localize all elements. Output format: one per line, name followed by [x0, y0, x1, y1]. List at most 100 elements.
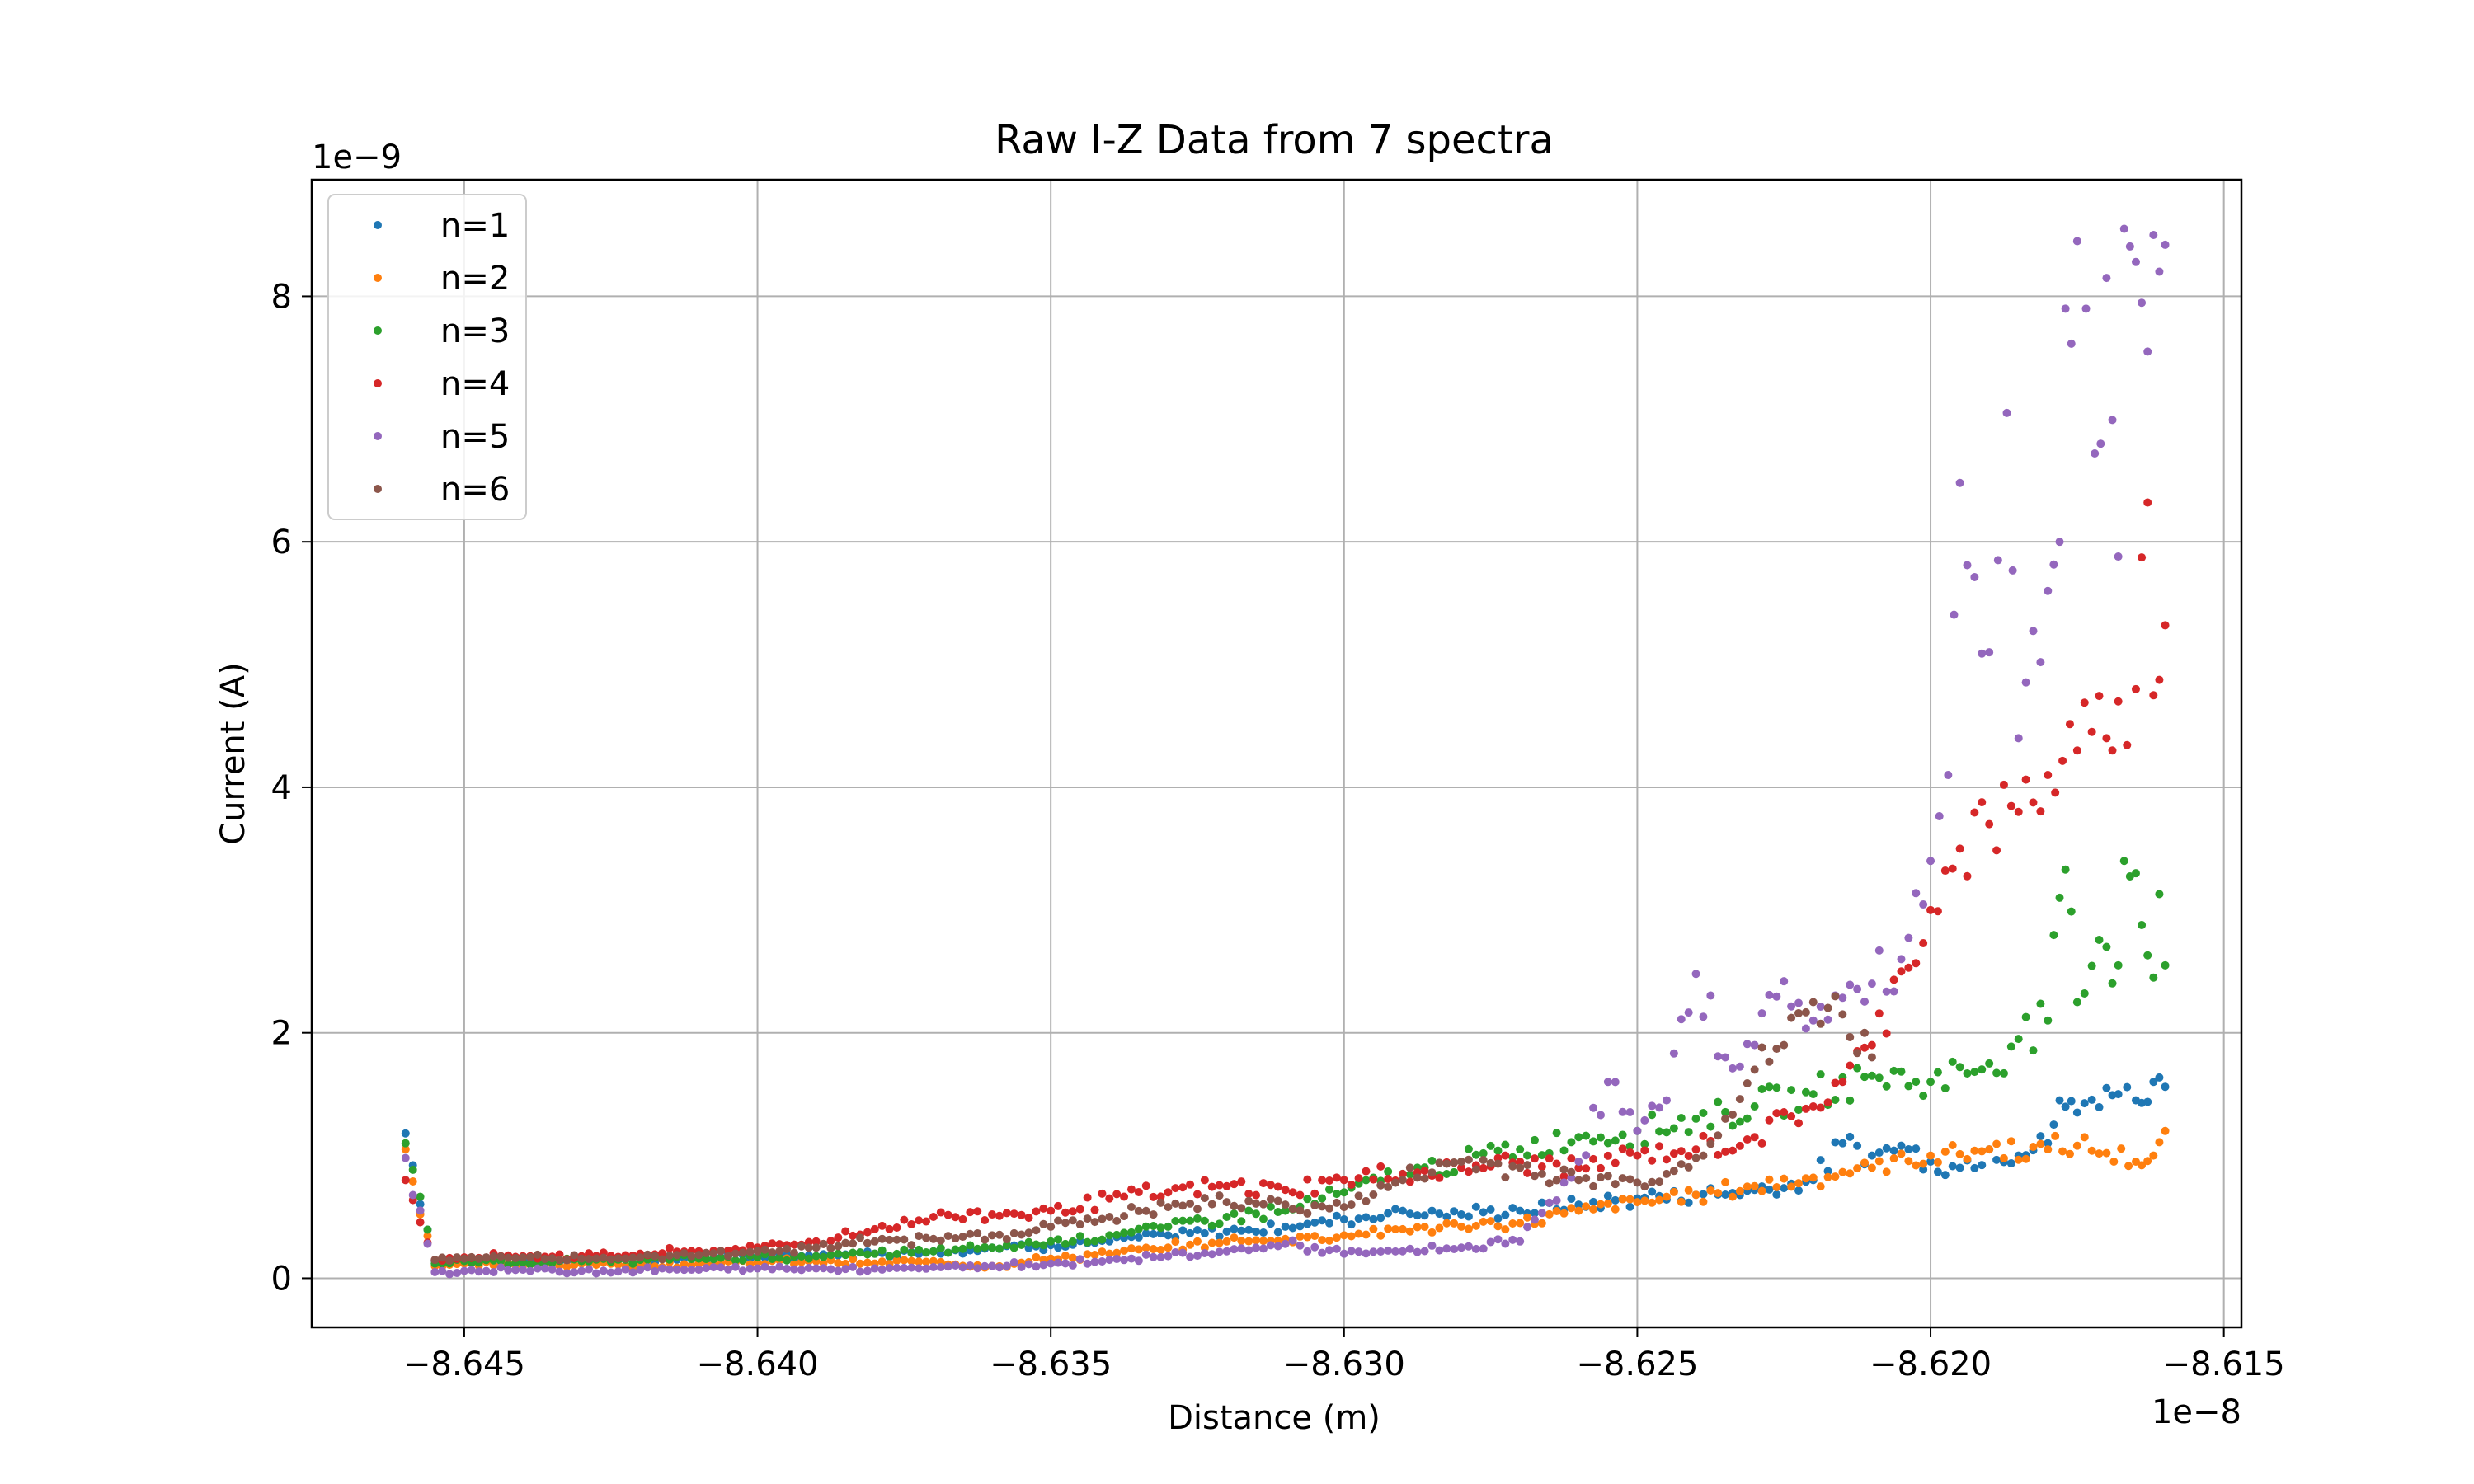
data-point — [1207, 1221, 1216, 1230]
data-point — [1325, 1185, 1334, 1194]
data-point — [680, 1266, 689, 1275]
data-point — [621, 1254, 630, 1263]
data-point — [1963, 1068, 1972, 1078]
data-point — [1244, 1190, 1253, 1199]
data-point — [401, 1129, 410, 1138]
data-point — [1874, 1073, 1884, 1082]
data-point — [797, 1266, 806, 1275]
data-point — [1978, 649, 1987, 658]
data-point — [1493, 1146, 1503, 1155]
data-point — [2080, 989, 2089, 998]
data-point — [577, 1254, 586, 1263]
data-point — [628, 1268, 637, 1277]
data-point — [1728, 1064, 1737, 1073]
legend-label: n=6 — [440, 471, 510, 509]
data-point — [1376, 1231, 1385, 1240]
data-point — [1178, 1216, 1188, 1225]
data-point — [1808, 1090, 1818, 1099]
data-point — [2008, 566, 2017, 575]
data-point — [1999, 1153, 2008, 1162]
data-point — [1904, 963, 1913, 972]
data-point — [1992, 1139, 2001, 1148]
data-point — [936, 1262, 945, 1271]
data-point — [2149, 230, 2158, 239]
data-point — [849, 1231, 858, 1240]
data-point — [731, 1262, 740, 1271]
data-point — [2014, 1035, 2023, 1044]
data-point — [1061, 1239, 1070, 1248]
data-point — [2014, 1155, 2023, 1164]
data-point — [540, 1254, 549, 1263]
data-point — [1200, 1216, 1209, 1225]
data-point — [1405, 1177, 1414, 1186]
data-point — [1625, 1202, 1634, 1211]
data-point — [900, 1263, 909, 1272]
data-point — [1516, 1145, 1525, 1154]
data-point — [2080, 1099, 2089, 1108]
data-point — [1618, 1144, 1627, 1153]
data-point — [562, 1262, 571, 1271]
data-point — [1347, 1220, 1356, 1229]
data-point — [555, 1256, 564, 1265]
data-point — [423, 1232, 432, 1241]
data-point — [2119, 857, 2128, 866]
data-point — [1677, 1114, 1686, 1123]
data-point — [1134, 1187, 1143, 1196]
data-point — [1398, 1206, 1407, 1215]
data-point — [1047, 1237, 1056, 1246]
data-point — [1978, 1161, 1987, 1170]
data-point — [1318, 1248, 1327, 1257]
data-point — [1889, 987, 1898, 996]
data-point — [1281, 1200, 1290, 1209]
data-point — [1625, 1142, 1634, 1151]
data-point — [1801, 1104, 1810, 1113]
data-point — [1633, 1198, 1642, 1207]
data-point — [1171, 1199, 1180, 1208]
x-tick-label: −8.640 — [697, 1345, 819, 1383]
data-point — [2138, 1161, 2147, 1170]
data-point — [1427, 1156, 1437, 1165]
data-point — [958, 1263, 967, 1272]
data-point — [651, 1252, 660, 1261]
data-point — [621, 1265, 630, 1274]
data-point — [1017, 1262, 1026, 1271]
y-tick-label: 2 — [271, 1015, 292, 1053]
data-point — [2049, 1120, 2058, 1129]
data-point — [1332, 1198, 1341, 1207]
data-point — [870, 1264, 879, 1273]
data-point — [1574, 1158, 1583, 1167]
data-point — [1339, 1176, 1348, 1185]
data-point — [1860, 1028, 1870, 1037]
data-point — [1794, 1186, 1804, 1195]
data-point — [1362, 1167, 1371, 1176]
data-point — [1787, 1086, 1796, 1095]
data-point — [1684, 1128, 1693, 1137]
data-point — [2131, 684, 2140, 693]
data-point — [1258, 1228, 1268, 1237]
data-point — [1882, 1144, 1891, 1153]
data-point — [1743, 1182, 1752, 1191]
data-point — [1574, 1206, 1583, 1215]
data-point — [892, 1249, 901, 1258]
data-point — [1816, 1019, 1825, 1028]
data-point — [1640, 1146, 1649, 1155]
data-point — [1648, 1101, 1657, 1111]
data-point — [1611, 1195, 1620, 1205]
data-point — [2161, 621, 2170, 630]
data-point — [1126, 1254, 1136, 1263]
data-point — [2161, 240, 2170, 249]
data-point — [1648, 1187, 1657, 1196]
data-point — [981, 1261, 990, 1270]
data-point — [1816, 1103, 1825, 1112]
data-point — [1867, 979, 1876, 989]
data-point — [2036, 999, 2045, 1008]
data-point — [1933, 907, 1942, 916]
data-point — [2125, 242, 2134, 251]
data-point — [1648, 1156, 1657, 1165]
data-point — [2123, 1082, 2132, 1092]
data-point — [1999, 780, 2008, 789]
data-point — [1933, 1068, 1942, 1077]
data-point — [1787, 1013, 1796, 1022]
data-point — [1061, 1259, 1070, 1268]
data-point — [1310, 1242, 1319, 1252]
